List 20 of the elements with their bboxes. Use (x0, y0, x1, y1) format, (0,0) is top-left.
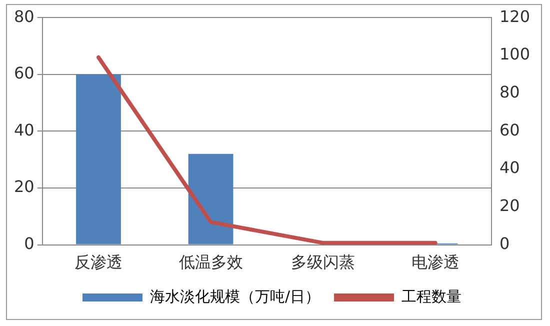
y-tick-label: 40 (14, 120, 34, 140)
x-tick-label: 电渗透 (411, 252, 460, 272)
y2-tick-label: 100 (499, 44, 530, 64)
legend-label: 工程数量 (402, 287, 462, 306)
x-tick-label: 低温多效 (178, 252, 243, 272)
y-tick-label: 20 (14, 177, 34, 196)
y-tick-label: 0 (24, 234, 34, 253)
legend-label: 海水淡化规模（万吨/日） (150, 287, 320, 306)
y2-tick-label: 60 (499, 120, 520, 140)
y2-tick-label: 120 (499, 6, 530, 26)
y-tick-label: 60 (14, 64, 34, 83)
y2-tick-label: 20 (499, 196, 520, 216)
x-tick-label: 多级闪蒸 (291, 252, 356, 272)
bar (188, 154, 234, 244)
x-tick-label: 反渗透 (74, 252, 122, 272)
bar (76, 74, 121, 244)
y2-tick-label: 40 (499, 158, 520, 178)
y2-tick-label: 80 (499, 82, 520, 102)
y2-tick-label: 0 (499, 234, 510, 253)
y-tick-label: 80 (14, 6, 34, 26)
